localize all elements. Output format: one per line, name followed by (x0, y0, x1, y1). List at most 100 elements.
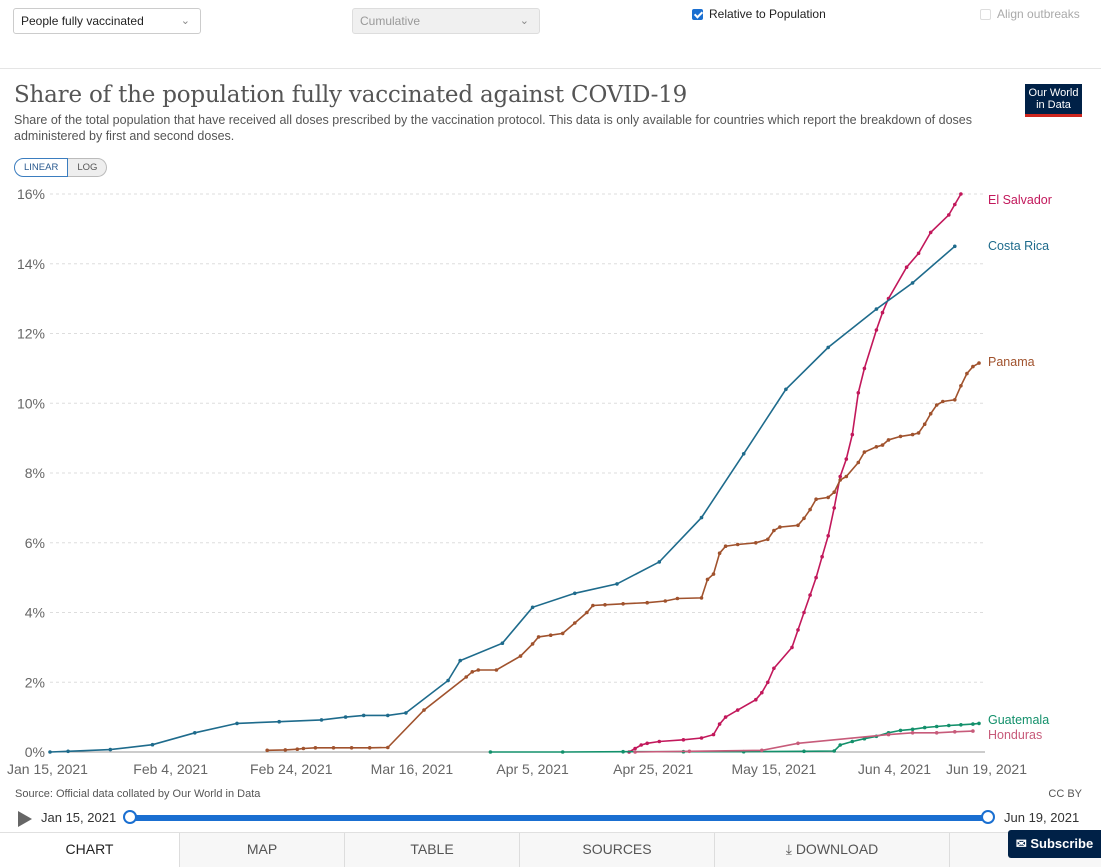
play-icon[interactable] (18, 811, 32, 827)
align-outbreaks-checkbox[interactable]: Align outbreaks (980, 7, 1080, 21)
data-point (319, 718, 324, 722)
data-point (621, 749, 625, 754)
chart-card (0, 68, 1101, 867)
data-point (386, 745, 390, 750)
timeline: Jan 15, 2021 Jun 19, 2021 (0, 806, 1101, 830)
data-point (886, 438, 891, 442)
data-point (675, 596, 680, 601)
data-point (959, 723, 963, 727)
x-tick-label: Apr 5, 2021 (496, 761, 569, 777)
data-point (754, 541, 758, 545)
subscribe-label: Subscribe (1030, 836, 1094, 851)
tab-map[interactable]: MAP (180, 833, 345, 867)
data-point (778, 525, 782, 529)
data-point (826, 534, 830, 538)
chart-subtitle: Share of the total population that have … (14, 113, 972, 143)
data-point (880, 310, 885, 315)
checkbox-checked-icon[interactable] (692, 8, 703, 20)
data-point (760, 690, 764, 695)
log-scale-button[interactable]: LOG (68, 158, 108, 177)
tab-table[interactable]: TABLE (345, 833, 520, 867)
timeline-end-handle[interactable] (981, 810, 995, 824)
license-note[interactable]: CC BY (1048, 788, 1082, 800)
metric-select[interactable]: People fully vaccinated ⌄ (13, 8, 201, 34)
data-point (760, 748, 764, 753)
series-label: Guatemala (988, 713, 1049, 727)
data-point (560, 631, 565, 636)
linear-scale-button[interactable]: LINEAR (14, 158, 69, 177)
data-point (301, 746, 306, 751)
data-point (193, 731, 197, 735)
data-point (977, 721, 981, 726)
data-point (910, 432, 915, 437)
relative-to-population-checkbox[interactable]: Relative to Population (692, 7, 826, 21)
data-point (446, 678, 450, 683)
data-point (723, 544, 728, 548)
data-point (645, 600, 649, 605)
series-label: El Salvador (988, 193, 1052, 207)
tab-download[interactable]: ⤓ DOWNLOAD (715, 833, 950, 867)
data-point (295, 747, 300, 751)
data-point (108, 747, 113, 752)
x-tick-label: Jun 4, 2021 (858, 761, 931, 777)
data-point (874, 328, 879, 332)
data-point (621, 602, 625, 606)
data-point (934, 724, 939, 729)
data-point (947, 723, 951, 728)
subscribe-button[interactable]: ✉ Subscribe (1008, 830, 1101, 858)
tab-chart[interactable]: CHART (0, 833, 180, 867)
y-tick-label: 12% (17, 326, 45, 342)
data-point (349, 746, 354, 750)
data-point (959, 192, 963, 196)
data-point (796, 523, 800, 528)
data-point (922, 422, 927, 427)
data-point (741, 452, 746, 456)
chevron-down-icon: ⌄ (519, 15, 529, 27)
data-point (488, 750, 493, 754)
timeline-end-label: Jun 19, 2021 (1004, 810, 1080, 825)
data-point (862, 450, 867, 454)
timeline-start-label: Jan 15, 2021 (41, 810, 117, 825)
data-point (904, 265, 909, 270)
data-point (723, 715, 728, 719)
data-point (772, 666, 776, 671)
data-point (826, 345, 830, 350)
x-tick-label: Apr 25, 2021 (613, 761, 693, 777)
data-point (772, 528, 776, 533)
source-note[interactable]: Source: Official data collated by Our Wo… (15, 788, 261, 800)
data-point (934, 403, 939, 407)
data-point (645, 741, 649, 746)
data-point (971, 364, 975, 369)
data-point (922, 725, 927, 730)
timeline-track[interactable] (130, 815, 988, 821)
line-chart[interactable]: 0% 2% 4% 6% 8% 10% 12% 14% 16% Jan 15, 2021 Feb 4,… (0, 180, 1101, 780)
data-point (711, 732, 716, 737)
data-point (910, 281, 915, 285)
owid-logo[interactable]: Our World in Data (1025, 84, 1082, 117)
data-point (820, 554, 824, 559)
mail-icon: ✉ (1015, 836, 1031, 851)
data-point (928, 411, 933, 416)
data-point (560, 750, 565, 754)
checkbox-unchecked-icon[interactable] (980, 8, 991, 20)
data-point (530, 605, 535, 610)
metric-select-value: People fully vaccinated (21, 14, 144, 28)
data-point (343, 715, 348, 719)
series-line (267, 362, 980, 752)
data-point (657, 560, 662, 564)
timeline-start-handle[interactable] (123, 810, 137, 824)
interval-select[interactable]: Cumulative ⌄ (352, 8, 540, 34)
x-tick-label: Feb 4, 2021 (133, 761, 208, 777)
tab-sources[interactable]: SOURCES (520, 833, 715, 867)
data-point (844, 457, 849, 461)
data-point (826, 495, 830, 500)
data-point (518, 654, 523, 658)
data-point (48, 750, 52, 754)
data-point (657, 739, 662, 744)
data-point (941, 399, 945, 404)
data-point (928, 230, 933, 235)
series-label: Honduras (988, 728, 1042, 742)
data-point (832, 506, 836, 510)
data-point (796, 741, 800, 746)
data-point (856, 391, 861, 395)
